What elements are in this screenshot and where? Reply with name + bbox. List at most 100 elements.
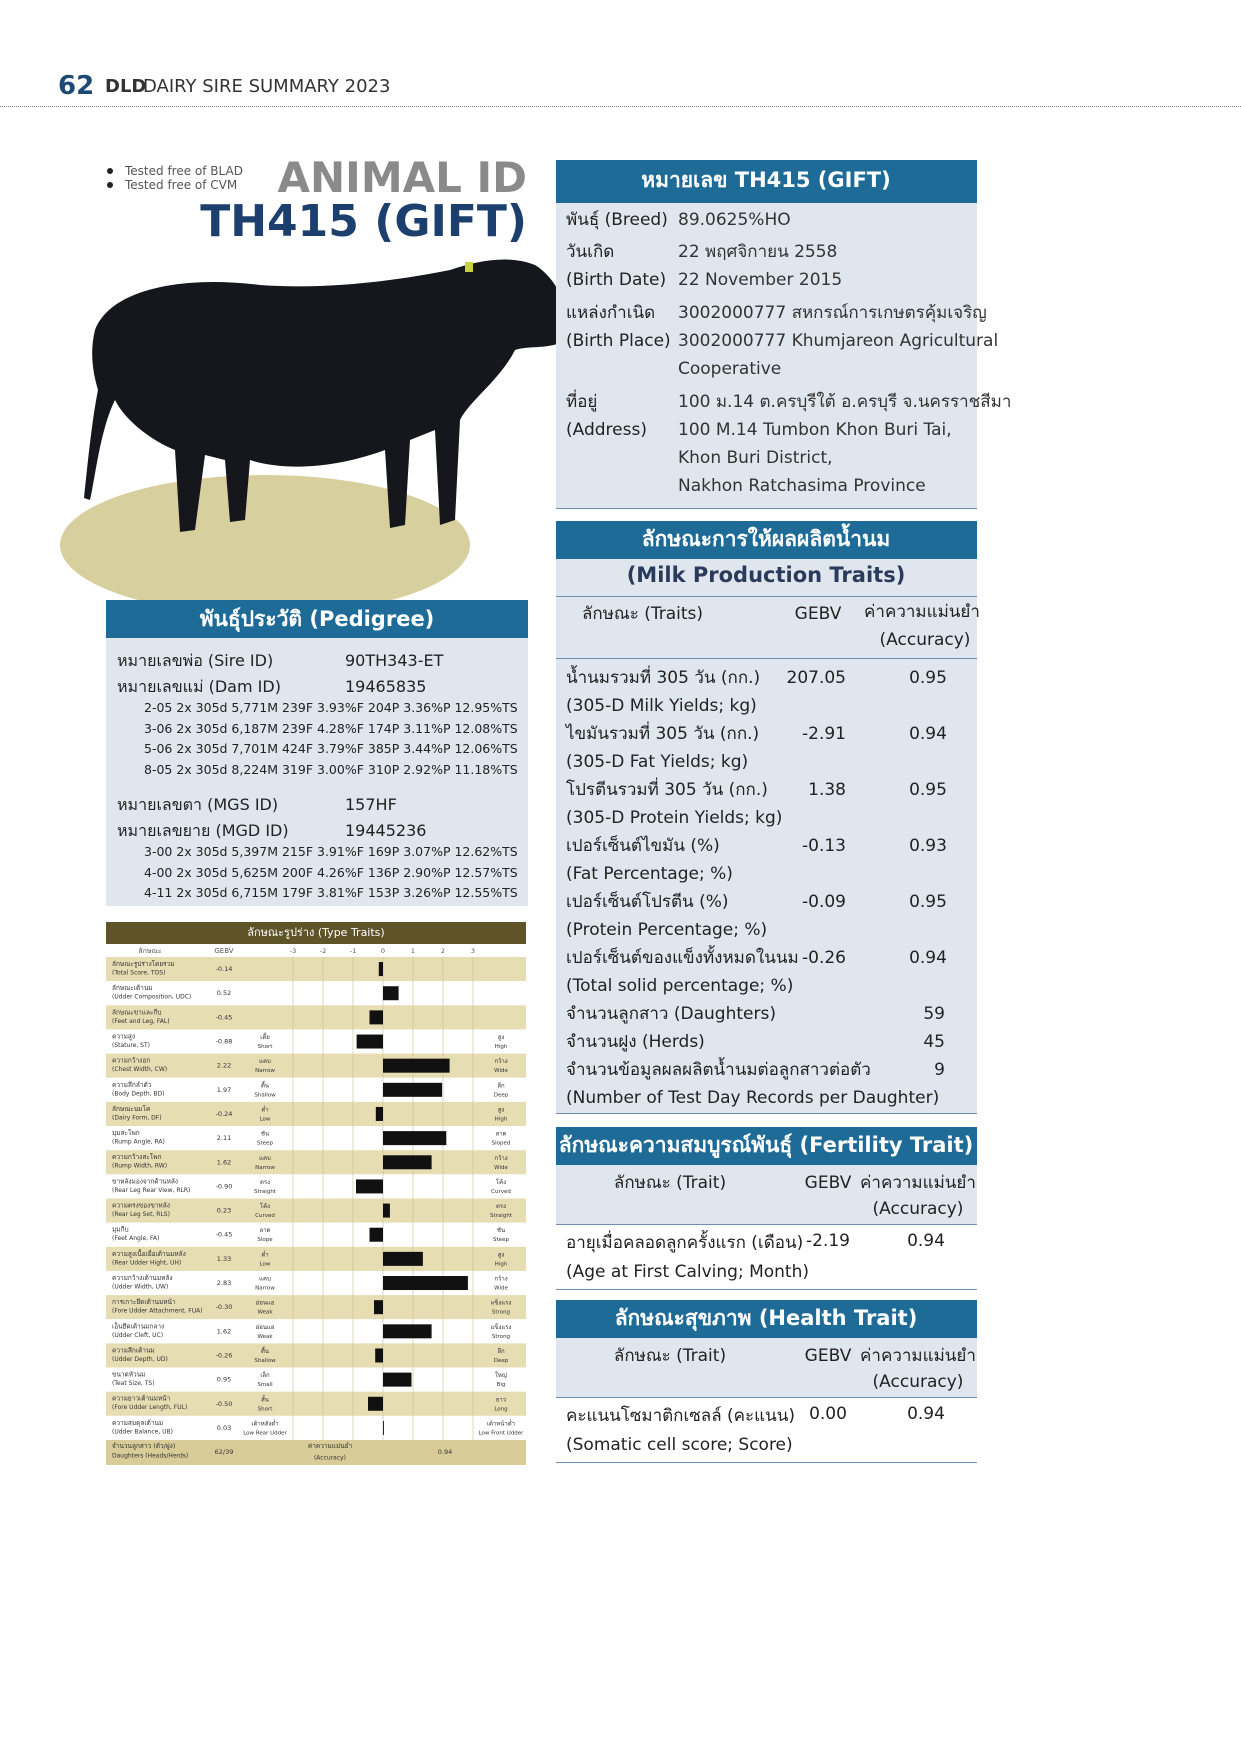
- trait-th: คะแนนโซมาติกเซลล์ (คะแนน): [566, 1406, 796, 1427]
- pedigree-label: หมายเลขพ่อ (Sire ID): [117, 650, 274, 670]
- trait-th: ความยาวเต้านมหน้า: [112, 1395, 171, 1403]
- x-tick-label: -3: [290, 947, 296, 955]
- accuracy: 0.95: [909, 780, 947, 801]
- trait-en: (Fore Udder Length, FUL): [112, 1404, 187, 1411]
- column-header: (Accuracy): [872, 1372, 964, 1393]
- footer-value: 0.94: [438, 1448, 452, 1456]
- chart-title-bar: [106, 922, 526, 944]
- gebv: -0.13: [802, 836, 846, 857]
- footer-label: Daughters (Heads/Herds): [112, 1453, 188, 1460]
- accuracy: 0.95: [909, 668, 947, 689]
- trait-en: (Udder Width, UW): [112, 1283, 168, 1290]
- trait-en: (Udder Cleft, UC): [112, 1332, 163, 1339]
- pedigree-header: [106, 600, 528, 638]
- trait-en: (Teat Size, TS): [112, 1380, 155, 1387]
- gebv: -2.91: [802, 724, 846, 745]
- chart-header-row: [106, 944, 526, 957]
- column-header: GEBV: [804, 1173, 852, 1194]
- trait-th: ความกว้างสะโพก: [112, 1153, 162, 1161]
- accuracy: 0.94: [909, 724, 947, 745]
- high-th: กว้าง: [494, 1155, 507, 1162]
- trait-en: (Rear Leg Rear View, RLR): [112, 1187, 190, 1194]
- high-en: High: [495, 1044, 508, 1050]
- bar: [383, 986, 399, 1001]
- bar: [356, 1179, 383, 1194]
- health-columns: [556, 1338, 977, 1398]
- gebv-label: -0.90: [216, 1182, 233, 1190]
- trait-th: ความสมดุลเต้านม: [112, 1419, 163, 1427]
- accuracy: 0.95: [909, 892, 947, 913]
- trait-en: (Total solid percentage; %): [566, 976, 794, 997]
- pedigree-value: 157HF: [345, 794, 397, 814]
- low-th: แคบ: [259, 1058, 271, 1065]
- high-th: เต้าหน้าต่ำ: [487, 1419, 515, 1427]
- low-en: Short: [258, 1406, 274, 1412]
- gebv-label: 1.62: [217, 1327, 231, 1335]
- trait-th: ความสูง: [112, 1032, 135, 1040]
- gebv-label: 0.95: [217, 1376, 231, 1384]
- trait-th: เอ็นยึดเต้านมกลาง: [112, 1321, 164, 1330]
- high-th: สูง: [498, 1034, 505, 1041]
- info-header: [556, 160, 977, 203]
- pedigree-value: 90TH343-ET: [345, 650, 444, 670]
- gebv-label: -0.24: [216, 1110, 233, 1118]
- gebv-label: 0.52: [217, 989, 231, 997]
- bar: [383, 1324, 432, 1339]
- low-en: Shallow: [254, 1358, 276, 1364]
- count-value: 59: [923, 1004, 945, 1025]
- column-header: ค่าความแม่นยำ: [860, 1173, 976, 1194]
- trait-th: ลักษณะเต้านม: [112, 984, 153, 992]
- pedigree-label: หมายเลขแม่ (Dam ID): [117, 676, 281, 696]
- low-en: Curved: [255, 1213, 275, 1219]
- trait-th: ความกว้างเต้านมหลัง: [112, 1274, 173, 1282]
- row-band: [106, 1150, 526, 1175]
- trait-th: เปอร์เซ็นต์ของแข็งทั้งหมดในนม: [566, 948, 799, 969]
- bar: [383, 1058, 450, 1073]
- trait-th: น้ำนมรวมที่ 305 วัน (กก.): [566, 668, 761, 689]
- trait-en: (Udder Balance, UB): [112, 1428, 173, 1435]
- column-header: ลักษณะ (Traits): [582, 604, 704, 625]
- gebv: 0.00: [809, 1404, 847, 1425]
- milk-header: [556, 521, 977, 559]
- trait-th: ลักษณะรูปร่างโดยรวม: [112, 960, 175, 968]
- mgd-record: 3-00 2x 305d 5,397M 215F 3.91%F 169P 3.0…: [144, 844, 518, 860]
- cow-body: [84, 259, 560, 532]
- high-en: Deep: [494, 1092, 509, 1098]
- cow-photo: [60, 259, 560, 615]
- high-en: Sloped: [492, 1141, 511, 1147]
- trait-en: (Feet Angle, FA): [112, 1235, 159, 1242]
- low-th: ตรง: [260, 1179, 270, 1186]
- low-th: แคบ: [259, 1155, 271, 1162]
- pedigree-title: พันธุ์ประวัติ (Pedigree): [199, 607, 435, 632]
- trait-en: (Rump Width, RW): [112, 1163, 167, 1170]
- high-th: ยาว: [496, 1396, 506, 1403]
- trait-en: (Udder Depth, UD): [112, 1356, 168, 1363]
- column-header: ลักษณะ: [138, 947, 162, 955]
- row-band: [106, 1319, 526, 1344]
- gebv-label: 1.62: [217, 1158, 231, 1166]
- bar: [375, 1106, 383, 1121]
- count-label: จำนวนข้อมูลผลผลิตน้ำนมต่อลูกสาวต่อตัว: [566, 1060, 871, 1081]
- column-header: GEBV: [214, 947, 233, 955]
- low-en: Slope: [257, 1237, 273, 1243]
- info-value: 89.0625%HO: [678, 210, 791, 231]
- info-rule: [556, 508, 977, 509]
- trait-th: ความลึกเต้านม: [112, 1346, 155, 1354]
- trait-en: (Dairy Form, DF): [112, 1114, 162, 1121]
- health-rule: [556, 1397, 977, 1398]
- bar: [383, 1131, 447, 1146]
- header-rule: [0, 106, 1241, 107]
- dam-record: 8-05 2x 305d 8,224M 319F 3.00%F 310P 2.9…: [144, 761, 518, 777]
- high-en: Wide: [494, 1165, 508, 1171]
- fertility-rule: [556, 1289, 977, 1290]
- trait-en: (Chest Width, CW): [112, 1066, 167, 1073]
- low-en: Short: [258, 1044, 274, 1050]
- info-label: ที่อยู่: [566, 392, 598, 413]
- info-label: วันเกิด: [566, 242, 615, 263]
- accuracy: 0.94: [907, 1231, 945, 1252]
- milk-rule: [556, 596, 977, 597]
- count-label: จำนวนฝูง (Herds): [566, 1032, 705, 1053]
- high-en: Wide: [494, 1068, 508, 1074]
- low-th: ต่ำ: [261, 1105, 268, 1113]
- trait-th: ความกว้างอก: [112, 1057, 150, 1065]
